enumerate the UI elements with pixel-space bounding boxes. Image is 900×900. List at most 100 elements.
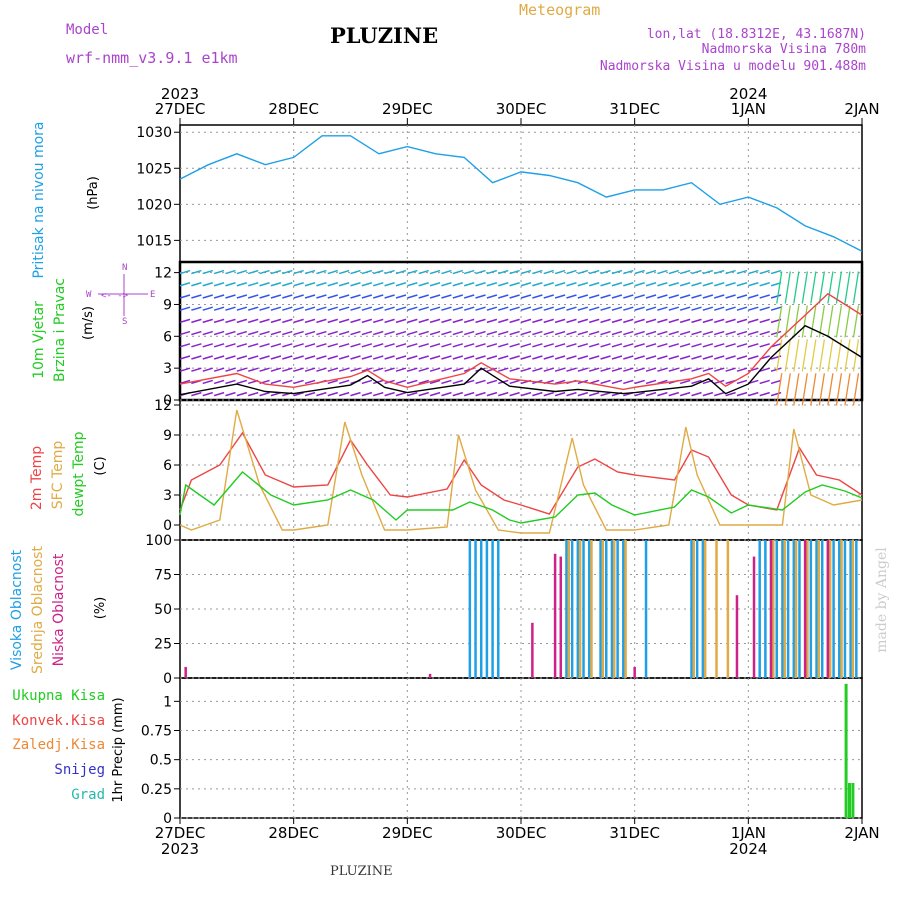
wind-arrow	[225, 318, 236, 324]
wind-arrow	[452, 355, 464, 360]
wind-arrow	[247, 269, 259, 275]
wind-arrow	[441, 379, 452, 385]
wind-arrow	[338, 282, 350, 287]
wind-arrow	[373, 367, 384, 372]
wind-arrow	[657, 367, 668, 372]
cloud-bar-low	[559, 556, 563, 678]
wind-arrow	[588, 306, 600, 311]
wind-arrow	[316, 269, 327, 275]
precip-frame	[179, 677, 863, 819]
wind-arrow-strong	[801, 339, 808, 372]
wind-arrow	[668, 343, 679, 348]
wind-arrow	[691, 367, 702, 372]
cloud-bar-low	[826, 540, 830, 678]
wind-arrow	[225, 379, 236, 385]
wind-arrow	[577, 306, 589, 311]
wind-arrow	[600, 391, 611, 397]
wind-arrow	[532, 355, 543, 360]
wind-frame	[179, 261, 863, 401]
wind-arrow	[463, 343, 475, 348]
wind-arrow	[611, 294, 623, 299]
wind-arrow	[645, 318, 657, 324]
pressure-series-line	[179, 135, 863, 252]
wind-arrow-strong	[793, 339, 800, 372]
wind-arrow	[736, 269, 748, 275]
wind-arrow	[361, 330, 373, 336]
cloud-low-label: Niska Oblacnost	[51, 553, 67, 666]
wind-arrow	[498, 269, 509, 275]
wind-direction-arrows	[179, 269, 860, 406]
wind-arrow	[532, 318, 543, 324]
wind-arrow	[532, 269, 543, 275]
wind-arrow	[338, 269, 350, 275]
wind-arrow	[645, 330, 657, 336]
wind-arrow	[338, 391, 350, 397]
wind-arrow	[668, 269, 679, 275]
wind-arrow	[679, 330, 691, 336]
wind-arrow	[509, 367, 520, 372]
cloud-bar-high	[587, 540, 591, 678]
wind-arrow	[543, 391, 554, 397]
wind-arrow	[566, 318, 577, 324]
wind-arrow	[179, 294, 191, 299]
wind-arrow	[384, 294, 395, 299]
wind-arrow-strong	[844, 271, 851, 304]
wind-title-1: 10m Vjetar	[31, 301, 47, 379]
wind-arrow-strong	[827, 339, 834, 372]
wind-arrow	[213, 282, 225, 287]
wind-arrow	[191, 330, 202, 336]
wind-arrow	[657, 269, 668, 275]
wind-arrow	[213, 330, 225, 336]
wind-arrow	[475, 306, 486, 311]
cloud-mid-label: Srednja Oblacnost	[30, 546, 46, 674]
wind-arrow	[577, 318, 589, 324]
wind-arrow	[384, 391, 395, 397]
cloud-bar-mid	[590, 540, 593, 678]
wind-arrow	[520, 355, 532, 360]
wind-arrow	[327, 318, 338, 324]
wind-arrow	[395, 367, 407, 372]
wind-arrow	[179, 330, 191, 336]
lonlat-label: lon,lat (18.8312E, 43.1687N)	[647, 27, 866, 42]
wind-arrow	[259, 330, 270, 336]
wind-arrow	[225, 330, 236, 336]
wind-arrow	[247, 294, 259, 299]
wind-arrow	[213, 355, 225, 360]
wind-arrow	[679, 367, 691, 372]
wind-arrow	[452, 343, 464, 348]
precip-hail-label: Grad	[71, 787, 105, 803]
wind-arrow	[691, 318, 702, 324]
wind-arrow	[736, 355, 748, 360]
wind-arrow	[577, 343, 589, 348]
wind-arrow	[270, 306, 282, 311]
wind-arrow	[247, 330, 259, 336]
wind-arrow	[259, 367, 270, 372]
top-tick-label: 31DEC	[609, 100, 660, 118]
cloud-bar-high	[775, 540, 778, 678]
wind-arrow	[679, 282, 691, 287]
cloud-bar-low	[803, 540, 807, 678]
wind-arrow	[759, 379, 770, 385]
temp-ytick-label: 6	[163, 458, 172, 474]
wind-arrow	[543, 282, 554, 287]
wind-arrow	[645, 379, 657, 385]
wind-arrow	[270, 330, 282, 336]
pressure-title: Pritisak na nivou mora	[31, 121, 47, 278]
wind-arrow	[327, 343, 338, 348]
cloud-bar-high	[690, 540, 693, 678]
wind-arrow	[361, 306, 373, 311]
wind-arrow	[361, 367, 373, 372]
compass-w: W	[86, 290, 92, 300]
wind-arrow-strong	[810, 271, 817, 304]
wind-arrow	[554, 367, 566, 372]
wind-arrow	[395, 391, 407, 397]
wind-arrow	[316, 318, 327, 324]
cloud-bar-high	[582, 540, 585, 678]
footer-station: PLUZINE	[330, 864, 393, 879]
wind-arrow	[634, 379, 645, 385]
wind-arrow	[213, 318, 225, 324]
wind-arrow	[384, 318, 395, 324]
wind-arrow	[304, 355, 316, 360]
wind-ytick-label: 3	[163, 361, 172, 377]
pressure-labels: Pritisak na nivou mora (hPa)	[31, 121, 101, 278]
